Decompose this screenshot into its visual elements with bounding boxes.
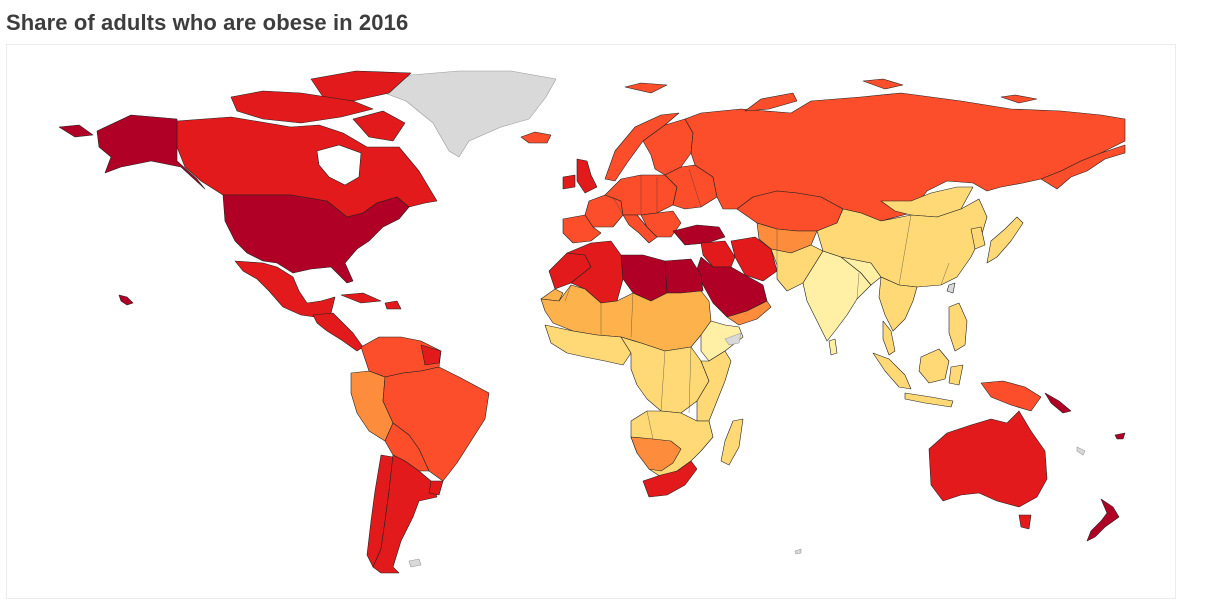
region-korea[interactable] — [970, 226, 986, 250]
region-iceland[interactable] — [520, 131, 552, 144]
region-new-zealand[interactable] — [1086, 498, 1120, 542]
region-cuba[interactable] — [340, 292, 382, 304]
region-yemen-oman[interactable] — [726, 300, 772, 326]
world-map-svg — [58, 70, 1126, 574]
region-libya[interactable] — [620, 254, 668, 302]
region-madagascar[interactable] — [720, 418, 744, 466]
region-arctic-islands-3[interactable] — [1000, 94, 1038, 104]
region-new-caledonia[interactable] — [1076, 446, 1086, 456]
region-namibia-botswana[interactable] — [630, 436, 682, 472]
region-pacific-islands[interactable] — [1044, 392, 1072, 414]
region-mongolia[interactable] — [880, 186, 974, 218]
region-greenland[interactable] — [378, 70, 557, 158]
region-guyana-suriname[interactable] — [420, 344, 442, 366]
region-russia[interactable] — [684, 92, 1126, 222]
region-arctic-islands-2[interactable] — [624, 82, 668, 94]
region-south-georgia[interactable] — [794, 548, 802, 555]
region-horn-of-africa[interactable] — [700, 320, 744, 362]
region-iberia[interactable] — [562, 214, 602, 244]
region-united-kingdom[interactable] — [576, 158, 598, 194]
region-central-america[interactable] — [312, 312, 364, 352]
region-tasmania[interactable] — [1018, 514, 1032, 530]
world-map — [6, 44, 1176, 599]
region-turkey[interactable] — [672, 224, 726, 246]
region-italy[interactable] — [622, 214, 658, 244]
region-uruguay[interactable] — [428, 480, 444, 496]
region-hispaniola[interactable] — [384, 300, 402, 310]
region-south-africa[interactable] — [642, 460, 698, 498]
region-borneo[interactable] — [918, 348, 950, 384]
region-alaska[interactable] — [96, 114, 206, 190]
region-united-states[interactable] — [222, 194, 410, 284]
region-west-africa-coast[interactable] — [544, 324, 632, 366]
region-fiji[interactable] — [1114, 432, 1126, 440]
region-hudson-bay — [316, 144, 362, 186]
region-falklands[interactable] — [408, 558, 422, 568]
chart-title: Share of adults who are obese in 2016 — [6, 10, 409, 35]
region-sri-lanka[interactable] — [828, 338, 838, 356]
region-kamchatka[interactable] — [1040, 144, 1126, 190]
region-sweden-finland[interactable] — [642, 118, 694, 176]
region-egypt[interactable] — [664, 258, 704, 294]
region-norway[interactable] — [604, 112, 680, 182]
region-australia[interactable] — [928, 410, 1048, 508]
region-alaska-islands[interactable] — [58, 124, 94, 138]
region-iran[interactable] — [730, 236, 778, 282]
region-somaliland[interactable] — [724, 332, 742, 346]
region-ireland[interactable] — [562, 174, 576, 190]
border-lines — [564, 168, 950, 440]
region-hawaii[interactable] — [118, 294, 134, 306]
region-canada-islands-2[interactable] — [230, 90, 374, 124]
region-japan[interactable] — [986, 216, 1024, 264]
region-java[interactable] — [904, 392, 954, 408]
region-sumatra[interactable] — [872, 352, 912, 390]
region-new-guinea[interactable] — [980, 380, 1042, 412]
region-argentina[interactable] — [372, 454, 438, 574]
region-east-africa[interactable] — [696, 350, 732, 422]
region-taiwan[interactable] — [946, 282, 956, 294]
region-eastern-europe[interactable] — [664, 164, 718, 210]
region-mexico[interactable] — [234, 260, 336, 318]
region-indochina[interactable] — [878, 276, 918, 332]
region-sulawesi[interactable] — [948, 364, 964, 386]
region-baffin-island[interactable] — [352, 110, 406, 142]
region-arctic-islands-1[interactable] — [862, 78, 904, 90]
region-malay-peninsula[interactable] — [882, 320, 896, 356]
region-philippines[interactable] — [948, 302, 968, 352]
region-novaya-zemlya[interactable] — [744, 92, 798, 112]
